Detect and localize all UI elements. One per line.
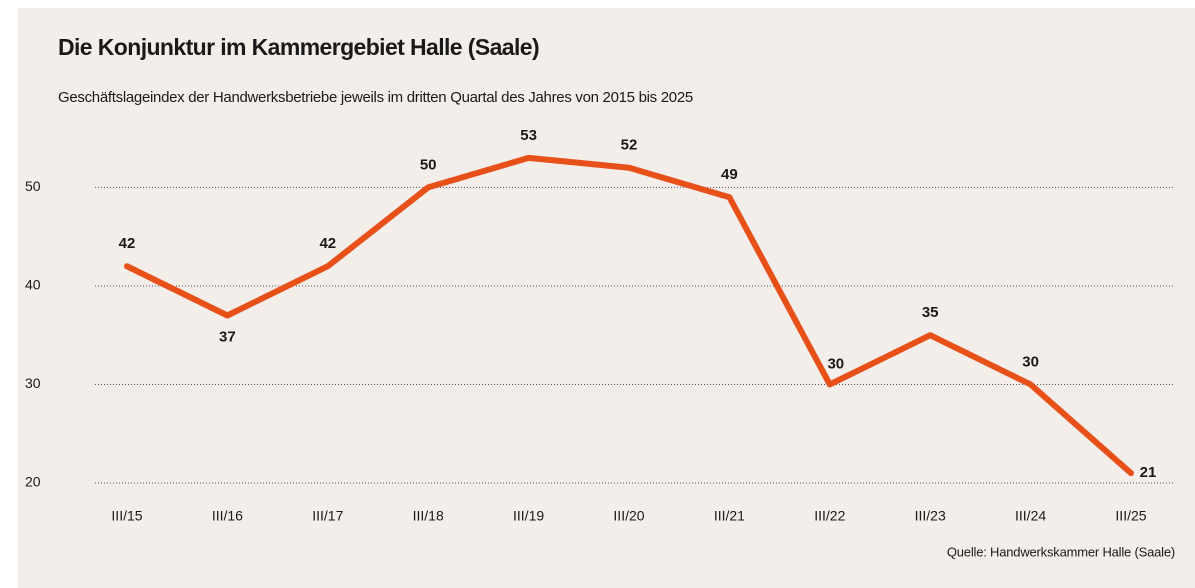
x-tick-label: III/19 bbox=[513, 508, 544, 524]
y-tick-label: 20 bbox=[25, 474, 41, 490]
value-label: 42 bbox=[319, 235, 336, 252]
value-label: 53 bbox=[520, 127, 537, 144]
value-label: 42 bbox=[119, 235, 136, 252]
x-tick-label: III/20 bbox=[613, 508, 644, 524]
x-tick-label: III/23 bbox=[915, 508, 946, 524]
panel bbox=[18, 8, 1195, 588]
x-tick-label: III/17 bbox=[312, 508, 343, 524]
value-label: 50 bbox=[420, 156, 437, 173]
x-tick-label: III/16 bbox=[212, 508, 243, 524]
chart-title: Die Konjunktur im Kammergebiet Halle (Sa… bbox=[58, 34, 539, 60]
y-tick-label: 40 bbox=[25, 277, 41, 293]
value-label: 21 bbox=[1140, 464, 1157, 481]
value-label: 30 bbox=[827, 355, 844, 372]
x-tick-label: III/15 bbox=[111, 508, 142, 524]
x-tick-label: III/18 bbox=[413, 508, 444, 524]
x-tick-label: III/22 bbox=[814, 508, 845, 524]
x-tick-label: III/21 bbox=[714, 508, 745, 524]
value-label: 35 bbox=[922, 304, 939, 321]
value-label: 30 bbox=[1022, 353, 1039, 370]
x-tick-label: III/24 bbox=[1015, 508, 1046, 524]
source: Quelle: Handwerkskammer Halle (Saale) bbox=[947, 544, 1175, 559]
y-tick-label: 30 bbox=[25, 375, 41, 391]
line bbox=[124, 154, 1134, 477]
y-tick-label: 50 bbox=[25, 178, 41, 194]
value-label: 52 bbox=[621, 137, 638, 154]
chart-subtitle: Geschäftslageindex der Handwerksbetriebe… bbox=[58, 89, 693, 106]
x-tick-label: III/25 bbox=[1115, 508, 1146, 524]
value-label: 49 bbox=[721, 166, 738, 183]
value-label: 37 bbox=[219, 328, 236, 345]
